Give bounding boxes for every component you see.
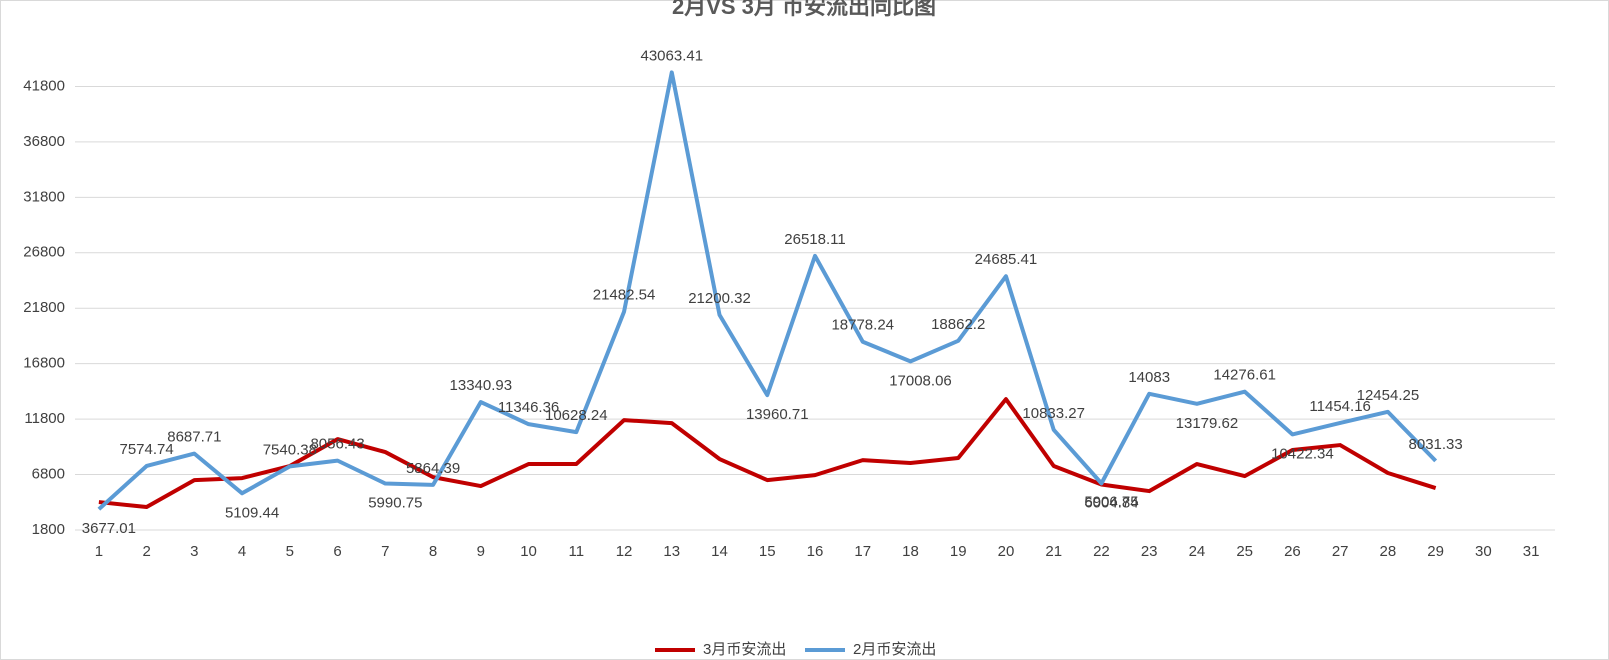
data-label: 8687.71 [167, 429, 221, 446]
data-label: 21482.54 [593, 287, 656, 304]
y-tick-label: 26800 [23, 244, 65, 261]
x-tick-label: 8 [429, 543, 437, 560]
x-tick-label: 23 [1141, 543, 1158, 560]
x-tick-label: 30 [1475, 543, 1492, 560]
data-label: 26518.11 [784, 231, 845, 248]
data-label: 11454.16 [1309, 398, 1370, 415]
data-label: 5990.75 [368, 494, 422, 511]
data-label: 10628.24 [545, 407, 608, 424]
x-tick-label: 17 [854, 543, 871, 560]
data-label: 13960.71 [746, 406, 809, 423]
y-tick-label: 21800 [23, 299, 65, 316]
x-tick-label: 11 [569, 543, 585, 560]
x-tick-label: 6 [333, 543, 341, 560]
data-label: 5864.39 [406, 460, 460, 477]
line-series [98, 397, 1437, 510]
x-tick-label: 7 [381, 543, 389, 560]
data-label: 21200.32 [688, 290, 751, 307]
x-tick-label: 10 [520, 543, 537, 560]
x-tick-label: 19 [950, 543, 967, 560]
data-label: 14083 [1128, 369, 1170, 386]
data-label: 12454.25 [1357, 387, 1420, 404]
chart-title: 2月VS 3月 币安流出同比图 [672, 0, 936, 19]
x-tick-label: 21 [1045, 543, 1062, 560]
data-label: 7574.74 [119, 441, 173, 458]
x-tick-label: 29 [1427, 543, 1444, 560]
data-label: 17008.06 [889, 372, 952, 389]
y-tick-label: 11800 [24, 410, 65, 427]
data-label: 14276.61 [1213, 367, 1276, 384]
x-tick-label: 3 [190, 543, 198, 560]
x-tick-label: 31 [1523, 543, 1540, 560]
y-tick-label: 36800 [23, 133, 65, 150]
legend-label: 3月币安流出 [703, 641, 786, 658]
legend-label: 2月币安流出 [853, 641, 936, 658]
x-tick-label: 9 [477, 543, 485, 560]
x-tick-label: 26 [1284, 543, 1301, 560]
x-tick-label: 1 [95, 543, 103, 560]
data-label: 6004.84 [1084, 494, 1138, 511]
data-label: 7540.38 [263, 441, 317, 458]
y-tick-label: 6800 [32, 466, 65, 483]
data-label: 8031.33 [1409, 436, 1463, 453]
y-tick-label: 31800 [23, 188, 65, 205]
data-label: 10833.27 [1022, 405, 1085, 422]
y-tick-label: 1800 [32, 521, 65, 538]
x-tick-label: 13 [663, 543, 680, 560]
line-series [97, 70, 1438, 511]
data-label: 13340.93 [450, 377, 513, 394]
data-label: 3677.01 [82, 520, 136, 537]
x-tick-label: 4 [238, 543, 246, 560]
x-tick-label: 24 [1189, 543, 1206, 560]
data-label: 11346.36 [498, 399, 559, 416]
data-label: 18778.24 [831, 317, 894, 334]
data-label: 24685.41 [975, 251, 1038, 268]
data-label: 5109.44 [225, 504, 279, 521]
x-tick-label: 5 [286, 543, 294, 560]
x-tick-label: 2 [142, 543, 150, 560]
y-tick-label: 16800 [23, 355, 65, 372]
data-label: 10422.34 [1271, 445, 1334, 462]
y-tick-label: 41800 [23, 77, 65, 94]
x-tick-label: 16 [807, 543, 824, 560]
x-tick-label: 20 [998, 543, 1015, 560]
x-tick-label: 18 [902, 543, 919, 560]
data-label: 5906.75 [1084, 493, 1138, 510]
data-label: 13179.62 [1176, 415, 1239, 432]
x-tick-label: 28 [1380, 543, 1397, 560]
x-tick-label: 12 [616, 543, 633, 560]
data-label: 43063.41 [640, 47, 703, 64]
x-tick-label: 22 [1093, 543, 1110, 560]
x-tick-label: 27 [1332, 543, 1349, 560]
x-tick-label: 15 [759, 543, 776, 560]
x-tick-label: 25 [1236, 543, 1253, 560]
x-tick-label: 14 [711, 543, 728, 560]
data-label: 8056.43 [310, 436, 364, 453]
data-label: 18862.2 [931, 316, 985, 333]
